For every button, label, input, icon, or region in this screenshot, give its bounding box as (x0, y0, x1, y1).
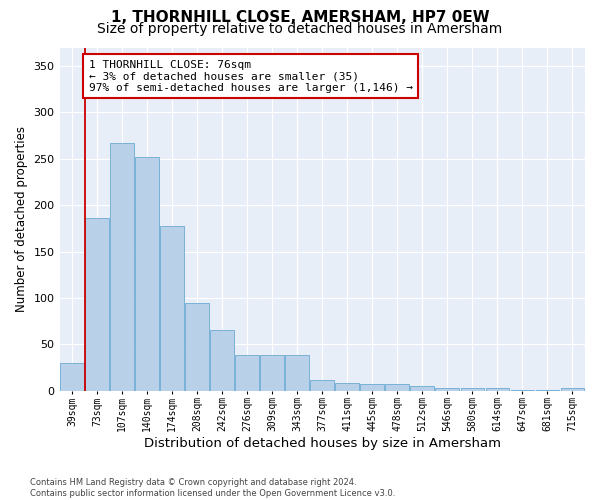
Bar (385, 384, 409, 390)
Bar (361, 384, 384, 390)
Bar (185, 302, 209, 390)
Bar (110, 143, 134, 390)
Bar (436, 388, 459, 390)
Bar (235, 356, 259, 390)
Bar (135, 157, 159, 390)
Bar (210, 330, 234, 390)
Text: 1 THORNHILL CLOSE: 76sqm
← 3% of detached houses are smaller (35)
97% of semi-de: 1 THORNHILL CLOSE: 76sqm ← 3% of detache… (89, 60, 413, 93)
Bar (560, 388, 584, 390)
Bar (310, 380, 334, 390)
Bar (335, 383, 359, 390)
Text: Contains HM Land Registry data © Crown copyright and database right 2024.
Contai: Contains HM Land Registry data © Crown c… (30, 478, 395, 498)
Bar (485, 388, 509, 390)
Text: Size of property relative to detached houses in Amersham: Size of property relative to detached ho… (97, 22, 503, 36)
X-axis label: Distribution of detached houses by size in Amersham: Distribution of detached houses by size … (144, 437, 501, 450)
Bar (461, 388, 484, 390)
Bar (410, 386, 434, 390)
Bar (85, 218, 109, 390)
Bar (160, 226, 184, 390)
Bar (286, 356, 309, 390)
Bar (60, 363, 84, 390)
Text: 1, THORNHILL CLOSE, AMERSHAM, HP7 0EW: 1, THORNHILL CLOSE, AMERSHAM, HP7 0EW (110, 10, 490, 25)
Bar (260, 356, 284, 390)
Y-axis label: Number of detached properties: Number of detached properties (15, 126, 28, 312)
